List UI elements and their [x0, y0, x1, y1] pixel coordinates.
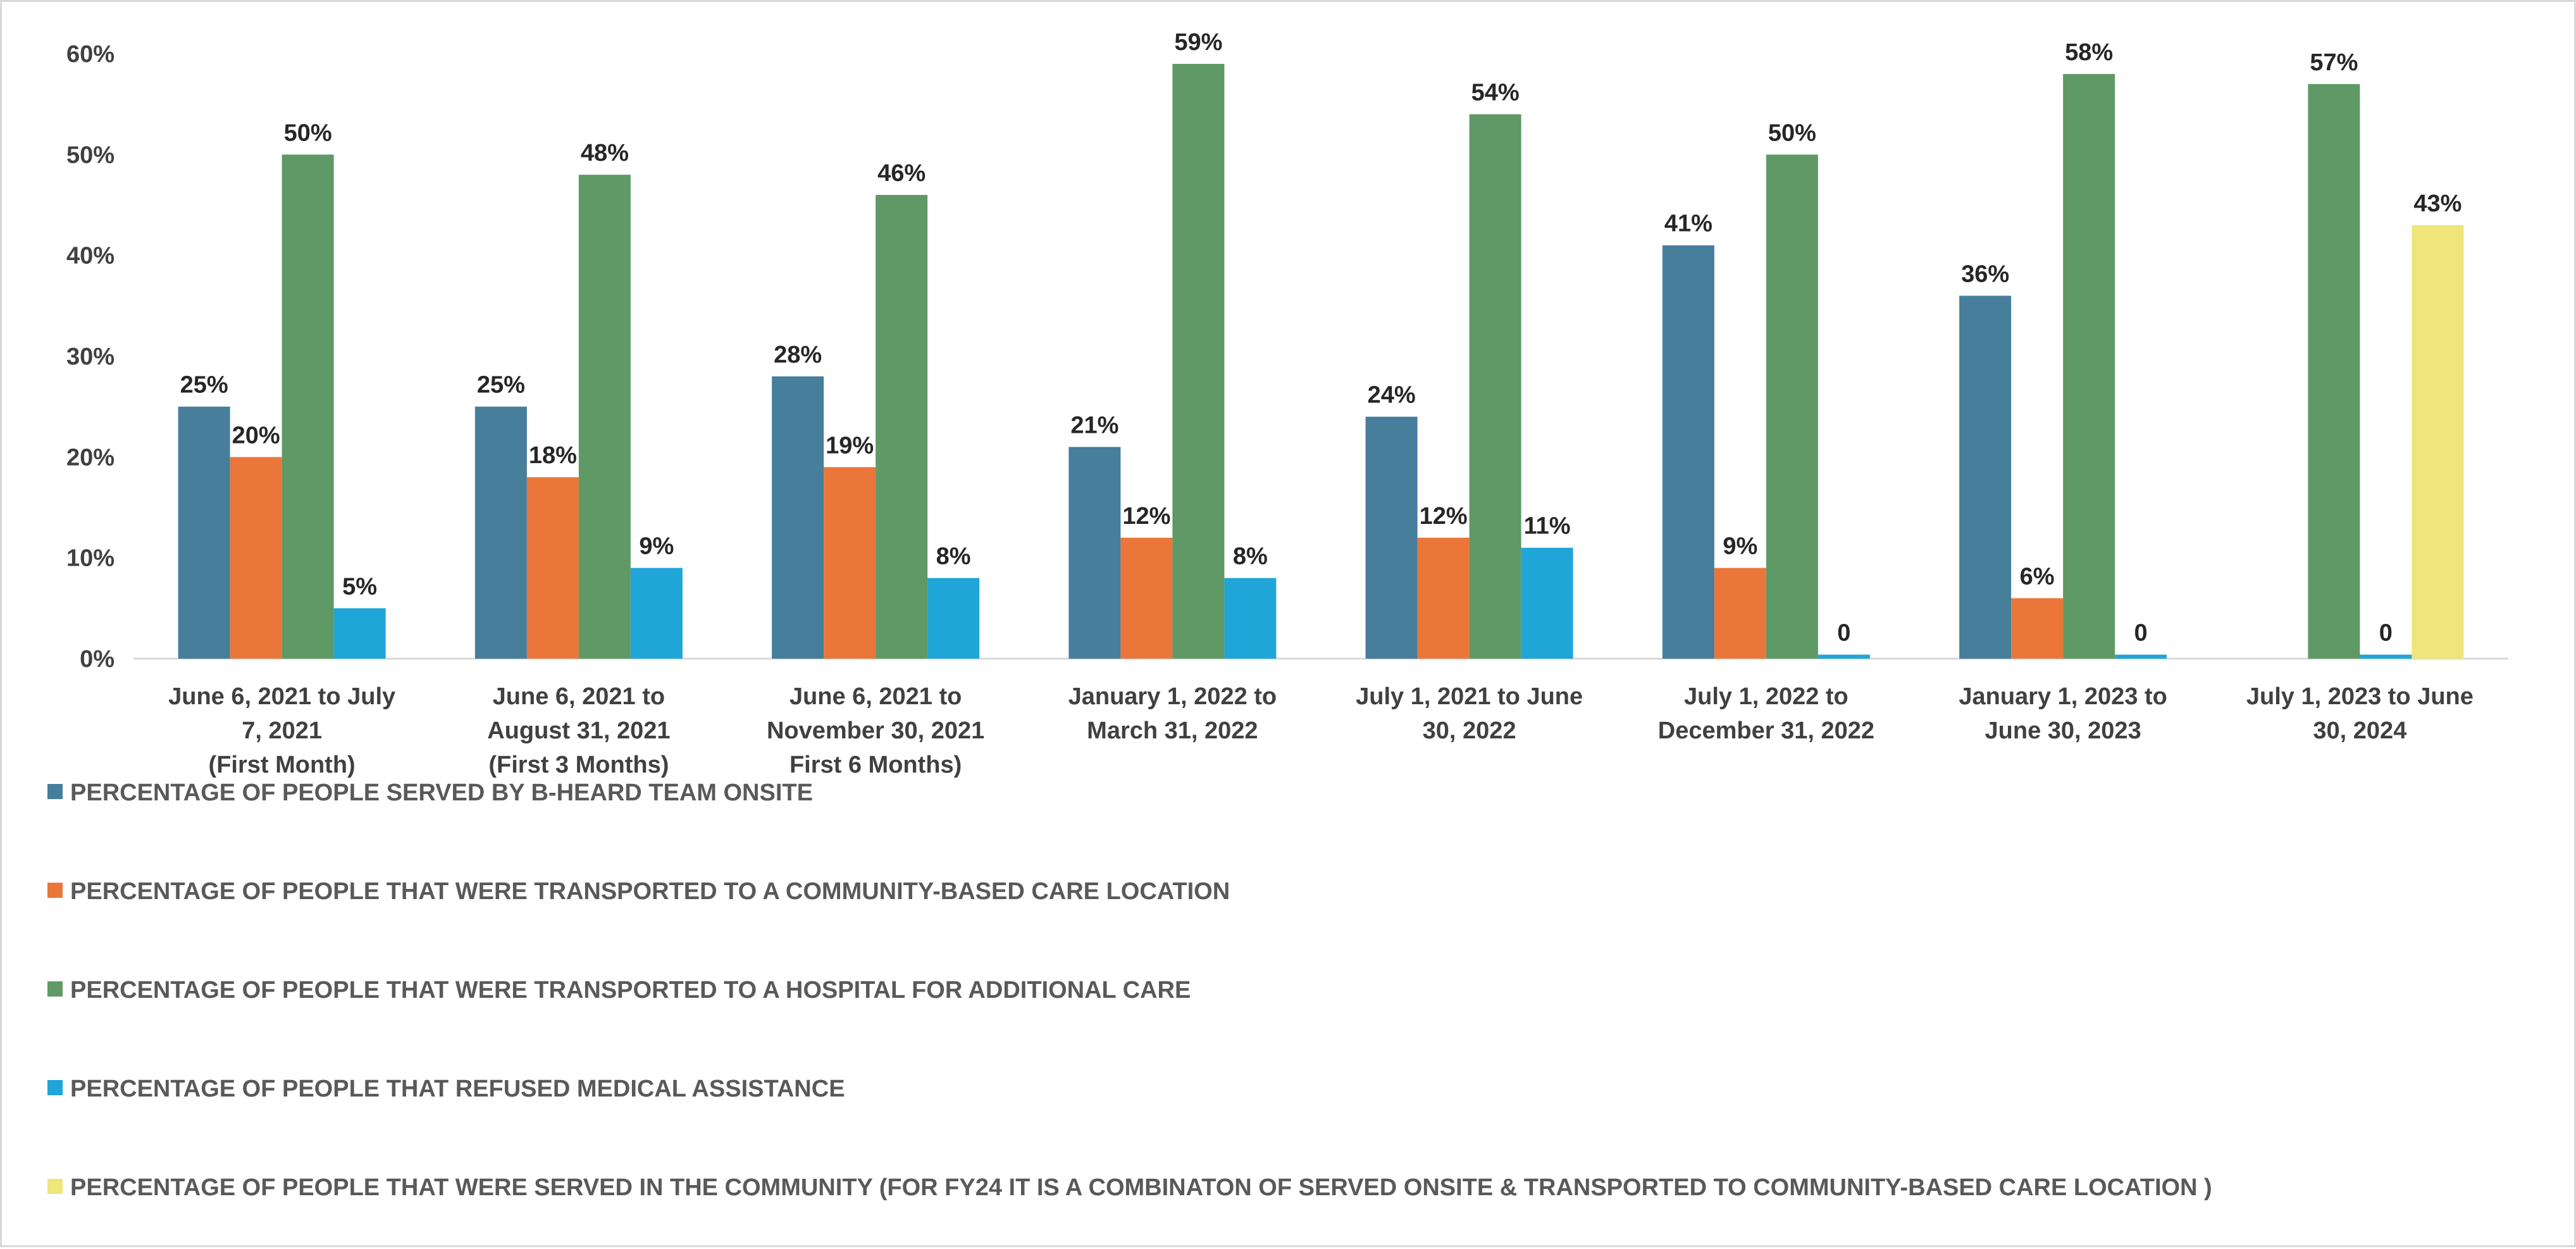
data-label: 46%: [877, 160, 926, 187]
bar: [230, 457, 282, 659]
legend-swatch: [47, 883, 63, 898]
data-label: 28%: [774, 342, 822, 368]
bar: [333, 608, 386, 659]
bar: [1959, 295, 2012, 659]
legend-swatch: [47, 784, 63, 799]
y-tick-label: 40%: [66, 243, 115, 270]
x-tick-label: January 1, 2023 to June 30, 2023: [1959, 683, 2167, 744]
data-label: 12%: [1122, 503, 1170, 530]
bar: [630, 568, 683, 659]
data-label: 25%: [477, 372, 525, 399]
data-label: 25%: [180, 372, 228, 399]
data-label: 48%: [581, 140, 629, 166]
y-tick-label: 10%: [66, 545, 115, 572]
bar: [178, 406, 230, 659]
x-tick-label: June 6, 2021 to August 31, 2021 (First 3 M…: [487, 683, 670, 778]
data-label: 5%: [342, 573, 377, 600]
bar: [927, 578, 980, 659]
bar: [876, 195, 928, 659]
y-tick-label: 0%: [80, 646, 115, 673]
y-tick-label: 50%: [66, 142, 115, 168]
data-label: 50%: [1768, 120, 1816, 146]
data-label: 0: [1837, 620, 1850, 647]
bar: [1417, 537, 1470, 659]
bar: [474, 406, 527, 659]
bar: [2308, 84, 2360, 659]
data-label: 20%: [232, 422, 280, 449]
data-label: 41%: [1664, 211, 1712, 237]
x-tick-label: January 1, 2022 to March 31, 2022: [1068, 683, 1277, 744]
data-label: 8%: [1233, 544, 1268, 570]
x-tick-label: July 1, 2023 to June 30, 2024: [2246, 683, 2474, 744]
x-tick-label: June 6, 2021 to November 30, 2021 First 6 …: [767, 683, 984, 778]
bar: [1172, 63, 1225, 659]
legend-label: PERCENTAGE OF PEOPLE SERVED BY B-HEARD T…: [70, 780, 813, 806]
bar: [772, 376, 824, 659]
data-label: 9%: [639, 533, 674, 560]
bar: [282, 154, 334, 659]
data-label: 18%: [529, 442, 577, 469]
y-tick-label: 60%: [66, 41, 115, 68]
bar: [1120, 537, 1173, 659]
data-label: 11%: [1524, 513, 1571, 540]
bar: [1469, 114, 1521, 659]
data-label: 57%: [2310, 49, 2358, 76]
bar: [824, 467, 876, 659]
x-tick-label: July 1, 2022 to December 31, 2022: [1658, 683, 1874, 744]
y-tick-label: 20%: [66, 444, 115, 471]
y-tick-label: 30%: [66, 344, 115, 370]
legend-label: PERCENTAGE OF PEOPLE THAT REFUSED MEDICA…: [70, 1076, 845, 1102]
data-label: 12%: [1420, 503, 1468, 530]
data-label: 8%: [936, 544, 971, 570]
data-label: 6%: [2020, 563, 2055, 590]
data-label: 43%: [2413, 190, 2461, 217]
bar: [2115, 654, 2167, 659]
data-label: 0: [2379, 620, 2393, 647]
bar: [1068, 447, 1121, 659]
legend-swatch: [47, 1179, 63, 1194]
bar: [1714, 568, 1766, 659]
legend-label: PERCENTAGE OF PEOPLE THAT WERE SERVED IN…: [70, 1174, 2212, 1201]
bar: [1662, 245, 1714, 659]
legend: PERCENTAGE OF PEOPLE SERVED BY B-HEARD T…: [47, 780, 2212, 1201]
data-label: 36%: [1961, 261, 2009, 287]
bar: [1766, 154, 1818, 659]
x-tick-label: June 6, 2021 to July 7, 2021 (First Month): [168, 683, 395, 778]
data-label: 0: [2134, 620, 2148, 647]
bar: [578, 175, 631, 659]
data-label: 19%: [826, 432, 874, 459]
bar: [526, 477, 579, 659]
bar: [1224, 578, 1277, 659]
legend-swatch: [47, 1080, 63, 1095]
bar: [1521, 547, 1573, 659]
data-labels-layer: 25%20%50%5%25%18%48%9%28%19%46%8%21%12%5…: [180, 29, 2462, 647]
data-label: 50%: [284, 120, 332, 146]
data-label: 9%: [1723, 533, 1757, 560]
bar: [1365, 416, 1418, 659]
legend-label: PERCENTAGE OF PEOPLE THAT WERE TRANSPORT…: [70, 878, 1230, 905]
bar: [2412, 225, 2464, 659]
x-tick-label: July 1, 2021 to June 30, 2022: [1356, 683, 1583, 744]
bar: [2063, 73, 2115, 659]
bar: [2011, 598, 2064, 659]
data-label: 59%: [1174, 29, 1222, 56]
axis-layer: 0% 10% 20% 30% 40% 50% 60% June 6, 2021 to July…: [66, 41, 2508, 778]
legend-swatch: [47, 981, 63, 997]
legend-label: PERCENTAGE OF PEOPLE THAT WERE TRANSPORT…: [70, 977, 1191, 1004]
bars-layer: [178, 63, 2464, 659]
bar: [1817, 654, 1870, 659]
data-label: 54%: [1471, 80, 1520, 106]
data-label: 24%: [1368, 382, 1416, 409]
bar: [2360, 654, 2412, 659]
data-label: 58%: [2065, 39, 2113, 66]
data-label: 21%: [1070, 412, 1118, 438]
